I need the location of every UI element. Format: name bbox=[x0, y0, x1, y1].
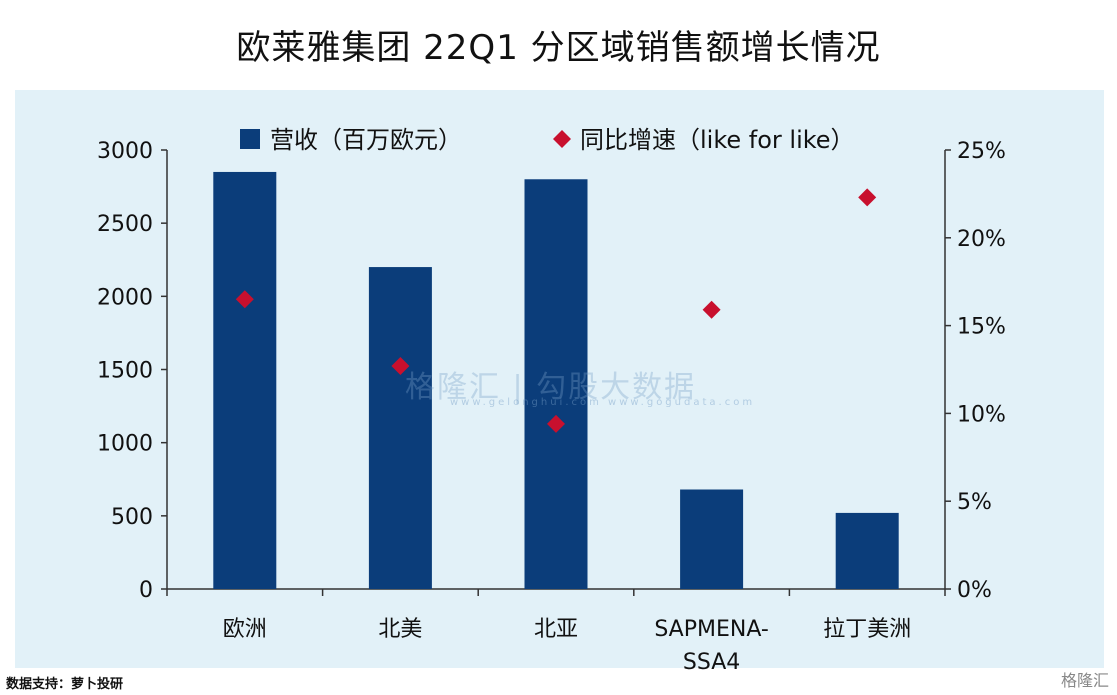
brand-logo: 格隆汇 bbox=[1060, 671, 1109, 690]
legend-bar-label: 营收（百万欧元） bbox=[270, 126, 462, 154]
left-tick-label: 500 bbox=[111, 505, 153, 530]
right-tick-label: 5% bbox=[957, 490, 992, 515]
left-tick-label: 3000 bbox=[97, 139, 153, 164]
growth-marker bbox=[702, 300, 721, 319]
right-tick-label: 25% bbox=[957, 139, 1006, 164]
growth-marker bbox=[547, 414, 565, 433]
legend-bar-swatch bbox=[240, 129, 260, 149]
right-tick-label: 20% bbox=[957, 227, 1006, 252]
left-tick-label: 2500 bbox=[97, 212, 153, 237]
right-tick-label: 0% bbox=[957, 578, 992, 603]
source-footer: 数据支持：萝卜投研 bbox=[6, 677, 124, 692]
growth-marker bbox=[391, 356, 410, 375]
right-tick-label: 15% bbox=[957, 315, 1006, 340]
right-tick-label: 10% bbox=[957, 402, 1006, 427]
legend-diamond-swatch bbox=[553, 130, 571, 148]
left-tick-label: 1000 bbox=[97, 432, 153, 457]
category-label: SAPMENA- bbox=[654, 617, 769, 642]
legend-marker-label: 同比增速（like for like） bbox=[580, 126, 855, 154]
left-tick-label: 0 bbox=[139, 578, 153, 603]
legend: 营收（百万欧元） 同比增速（like for like） bbox=[240, 126, 855, 154]
category-label: 拉丁美洲 bbox=[823, 617, 911, 642]
bar bbox=[368, 267, 432, 589]
category-label: 北美 bbox=[378, 617, 422, 642]
category-label: 欧洲 bbox=[223, 617, 267, 642]
plot-area: 0 500 1000 1500 2000 2500 3000 0% 5% 10% 15% 20% 25%… bbox=[97, 139, 1006, 675]
bar bbox=[213, 171, 277, 589]
bar bbox=[524, 179, 588, 589]
bar bbox=[680, 489, 744, 589]
growth-marker bbox=[235, 290, 254, 309]
chart-title: 欧莱雅集团 22Q1 分区域销售额增长情况 bbox=[236, 28, 881, 68]
left-tick-label: 1500 bbox=[97, 359, 153, 384]
left-tick-label: 2000 bbox=[97, 285, 153, 310]
watermark: 格隆汇 | 勾股大数据 bbox=[405, 370, 697, 405]
category-label: SSA4 bbox=[683, 650, 740, 675]
watermark-sub: www.gelonghui.com www.gogudata.com bbox=[450, 397, 756, 408]
growth-marker bbox=[858, 188, 877, 207]
category-label: 北亚 bbox=[534, 617, 578, 642]
bar bbox=[835, 512, 899, 589]
